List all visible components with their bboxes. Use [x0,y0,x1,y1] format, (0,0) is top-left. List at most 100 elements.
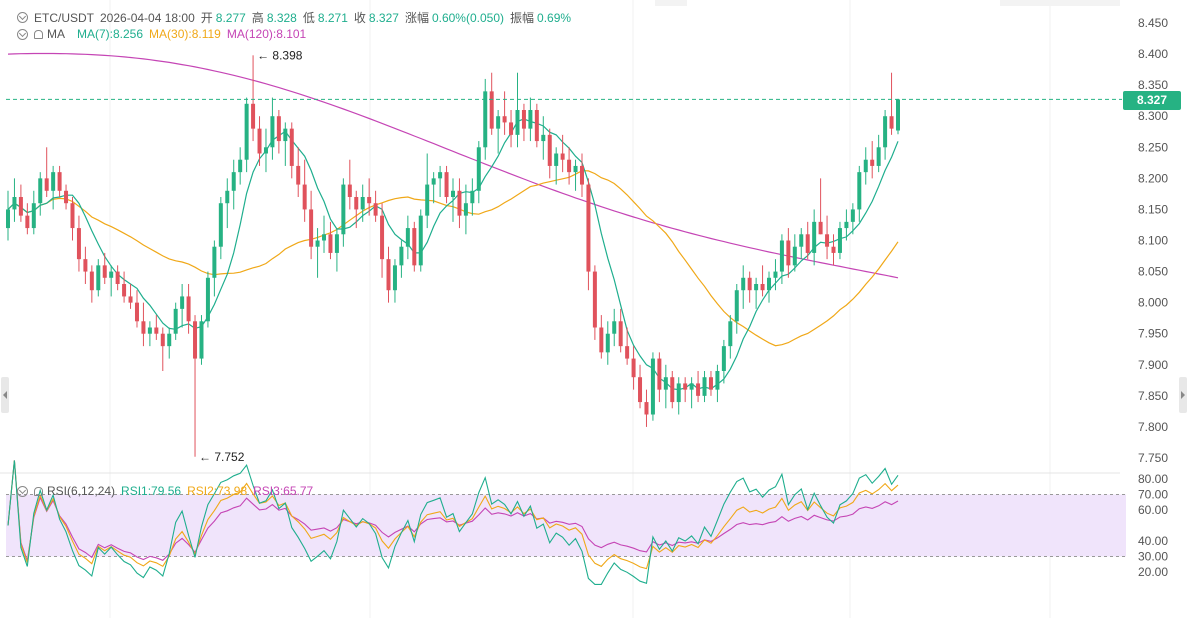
close-label: 收 [353,11,366,25]
rsi1-legend: RSI1:79.56 [121,484,182,498]
candle-up [451,190,455,197]
rsi-axis-tick: 30.00 [1138,550,1168,564]
candle-down [567,159,572,173]
candle-up [270,116,275,148]
candle-up [341,184,346,235]
candle-down [534,110,539,142]
candle-up [896,99,900,131]
candle-down [638,377,643,403]
current-price-tag: 8.327 [1123,91,1181,110]
candle-up [418,215,423,266]
low-value: 8.271 [317,10,348,25]
candle-up [225,190,230,204]
candle-up [218,203,223,247]
candle-up [837,228,842,253]
price-axis-tick: 8.150 [1138,202,1168,216]
candle-down [708,377,713,390]
candle-up [663,377,668,390]
candle-down [760,284,765,291]
candle-down [747,277,752,291]
candle-up [676,383,681,403]
candle-up [96,265,101,291]
alert-bell-icon[interactable] [34,486,43,496]
rsi3-line [7,460,899,561]
candle-up [231,172,236,191]
candle-down [618,321,623,347]
candle-up [728,321,733,347]
candle-down [57,172,62,191]
candle-up [109,271,114,278]
open-value: 8.277 [215,10,246,25]
candle-up [650,358,655,415]
candle-up [180,296,185,309]
price-axis-tick: 8.350 [1138,78,1168,92]
candle-up [715,371,720,390]
candle-down [509,122,514,135]
candle-up [463,203,468,216]
candle-up [767,277,772,291]
right-panel-toggle-icon[interactable] [1179,377,1187,413]
candle-up [799,234,804,247]
amplitude-value: 0.69% [537,10,572,25]
price-axis-tick: 8.000 [1138,296,1168,310]
candle-down [592,271,597,328]
candle-down [631,358,636,378]
price-axis-tick: 8.200 [1138,171,1168,185]
candle-down [625,346,630,359]
collapse-chevron-icon[interactable] [17,485,28,497]
candle-up [702,377,707,396]
price-axis-tick: 8.300 [1138,109,1168,123]
candle-up [605,333,610,353]
price-axis-tick: 8.400 [1138,47,1168,61]
candle-down [805,234,810,253]
candle-up [392,265,397,291]
candle-down [44,178,49,191]
candle-down [354,197,359,210]
high-label: 高 [251,11,264,25]
candle-up [844,221,849,229]
candle-down [302,184,307,210]
candle-down [251,103,256,129]
high-annotation: ← 8.398 [257,48,303,62]
top-scroll-marker-right [1000,0,1120,6]
ma7-legend: MA(7):8.256 [77,27,144,41]
candle-down [870,159,875,166]
rsi-axis-tick: 70.00 [1138,488,1168,502]
candle-up [721,346,726,371]
candle-up [470,190,475,204]
price-axis-tick: 7.750 [1138,451,1168,465]
alert-bell-icon[interactable] [34,29,43,39]
candle-up [147,327,152,334]
candle-down [386,259,391,291]
symbol-label: ETC/USDT [34,10,94,25]
candle-down [457,190,462,216]
candle-up [199,321,204,359]
candle-up [883,116,888,148]
candle-up [876,147,881,166]
rsi3-legend: RSI3:65.77 [253,484,314,498]
left-panel-toggle-icon[interactable] [1,377,9,413]
candle-down [141,321,146,334]
candle-down [889,116,894,129]
candle-down [644,402,649,415]
high-value: 8.328 [266,10,297,25]
rsi-axis-tick: 60.00 [1138,503,1168,517]
candle-down [579,165,584,185]
candle-up [734,290,739,322]
candle-up [554,153,559,166]
collapse-chevron-icon[interactable] [17,12,28,23]
candle-up [741,277,746,291]
candle-up [483,91,488,148]
candle-up [212,246,217,278]
candle-down [122,284,127,297]
candle-up [754,284,759,291]
candle-down [380,215,385,260]
price-axis-tick: 8.050 [1138,265,1168,279]
ma7-line [7,118,899,391]
collapse-chevron-icon[interactable] [17,28,28,40]
ma-label: MA [47,27,65,41]
candle-up [334,234,339,253]
ma30-legend: MA(30):8.119 [149,27,221,41]
top-scroll-marker [655,0,687,6]
